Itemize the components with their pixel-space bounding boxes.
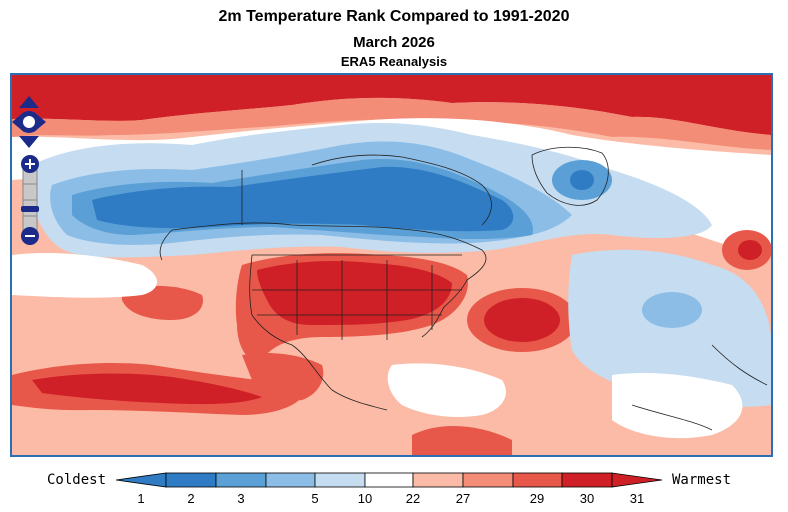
map-navigation-controls <box>12 96 46 246</box>
legend-swatch <box>265 472 316 488</box>
legend-tick: 22 <box>405 491 421 506</box>
pan-arrows-icon[interactable] <box>12 96 46 148</box>
legend-tick: 3 <box>237 491 245 506</box>
legend-left-label: Coldest <box>47 472 107 488</box>
legend-tick: 30 <box>579 491 595 506</box>
legend-swatch <box>215 472 267 488</box>
legend-colorbar <box>116 472 663 488</box>
temperature-rank-map[interactable] <box>10 73 773 457</box>
legend-tick: 2 <box>187 491 195 506</box>
map-title: 2m Temperature Rank Compared to 1991-202… <box>218 8 570 25</box>
legend-swatch <box>165 472 217 488</box>
legend-swatch <box>561 472 613 488</box>
legend-swatch <box>412 472 464 488</box>
data-source: ERA5 Reanalysis <box>340 54 448 69</box>
legend-arrow-cold <box>116 472 167 488</box>
map-canvas <box>12 75 771 455</box>
map-subtitle: March 2026 <box>353 34 435 51</box>
legend-swatch <box>314 472 366 488</box>
legend-swatch <box>364 472 414 488</box>
legend-tick: 1 <box>137 491 145 506</box>
legend-arrow-warm <box>611 472 663 488</box>
plus-icon[interactable] <box>20 154 40 174</box>
legend-tick: 31 <box>629 491 645 506</box>
legend-right-label: Warmest <box>672 472 732 488</box>
zoom-slider-icon[interactable] <box>20 154 40 246</box>
legend-tick: 27 <box>455 491 471 506</box>
legend-tick: 29 <box>529 491 545 506</box>
legend-tick: 10 <box>357 491 373 506</box>
legend-swatch <box>462 472 514 488</box>
legend-swatch <box>512 472 563 488</box>
minus-icon[interactable] <box>20 226 40 246</box>
legend-tick: 5 <box>311 491 319 506</box>
